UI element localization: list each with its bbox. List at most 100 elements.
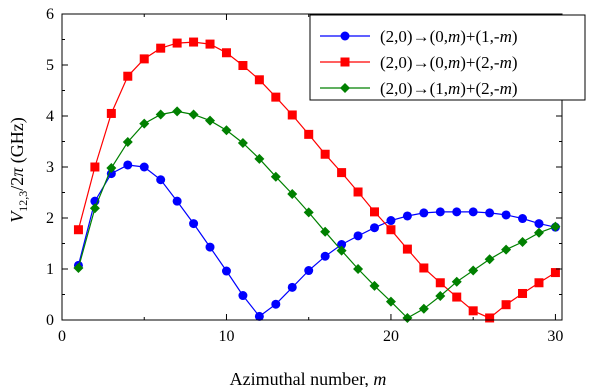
series-3-point-17: [336, 245, 347, 256]
y-tick-label-3: 3: [46, 159, 54, 176]
series-1-point-15: [304, 266, 314, 276]
tick-labels: 0 10 20 30 0 1 2 3 4 5 6: [46, 6, 563, 345]
series-2-point-10: [221, 48, 231, 58]
series-2-point-1: [73, 225, 83, 235]
series-2-point-8: [189, 37, 199, 47]
series-1-point-12: [254, 311, 264, 321]
series-3-point-9: [205, 115, 216, 126]
series-layer: [73, 37, 561, 323]
series-1-line: [77, 164, 556, 318]
series-2-point-25: [468, 306, 478, 316]
series-3-point-18: [353, 264, 364, 274]
series-3: [73, 106, 561, 323]
x-tick-label-20: 20: [383, 328, 399, 345]
series-3-point-4: [122, 137, 133, 148]
legend-label-series-2: (2,0)→(0,m)+(2,-m): [380, 53, 518, 72]
series-1-point-27: [501, 210, 511, 220]
series-2-point-19: [370, 207, 379, 217]
series-2: [73, 37, 560, 323]
series-3-point-23: [435, 291, 446, 302]
y-axis-label: V12,3/2π (GHz): [7, 117, 30, 223]
series-2-point-24: [452, 292, 462, 302]
series-1-point-18: [353, 231, 363, 241]
legend-entry-series-2: (2,0)→(0,m)+(2,-m): [320, 53, 518, 72]
series-1-point-24: [452, 207, 462, 217]
series-3-point-26: [484, 254, 495, 265]
series-1: [73, 160, 560, 321]
series-3-point-7: [172, 106, 183, 117]
series-3-point-25: [468, 265, 479, 276]
legend-label-series-3: (2,0)→(1,m)+(2,-m): [380, 79, 518, 98]
series-3-point-1: [73, 262, 84, 273]
series-3-point-28: [517, 236, 528, 247]
series-3-point-10: [221, 125, 232, 136]
series-1-point-9: [205, 242, 215, 252]
legend: (2,0)→(0,m)+(1,-m) (2,0)→(0,m)+(2,-m) (2…: [309, 14, 586, 101]
x-tick-label-30: 30: [547, 328, 563, 345]
legend-label-series-1: (2,0)→(0,m)+(1,-m): [380, 27, 518, 46]
series-2-point-6: [156, 43, 166, 53]
series-3-point-15: [303, 207, 314, 218]
series-3-line: [77, 110, 556, 319]
series-2-point-14: [287, 110, 297, 120]
series-2-point-18: [353, 187, 363, 197]
series-2-point-22: [419, 263, 429, 273]
series-3-point-16: [320, 226, 331, 237]
series-1-point-20: [386, 216, 396, 226]
series-1-point-21: [402, 211, 412, 221]
series-1-point-17: [337, 240, 347, 250]
series-2-point-21: [402, 244, 412, 254]
legend-entry-series-3: (2,0)→(1,m)+(2,-m): [320, 79, 518, 98]
series-2-point-30: [550, 268, 560, 278]
series-3-point-8: [188, 109, 199, 120]
series-1-point-10: [221, 266, 231, 276]
series-2-point-9: [205, 39, 215, 49]
legend-entry-series-1: (2,0)→(0,m)+(1,-m): [320, 27, 518, 46]
series-3-point-2: [89, 203, 100, 214]
legend-marker-series-1: [340, 31, 350, 41]
series-2-point-5: [139, 54, 149, 64]
series-2-point-16: [320, 149, 330, 159]
legend-marker-series-2: [340, 57, 350, 67]
y-tick-label-0: 0: [46, 312, 54, 329]
series-2-point-11: [238, 61, 248, 71]
y-tick-label-1: 1: [46, 261, 54, 278]
series-2-point-4: [123, 71, 133, 81]
series-1-point-4: [123, 160, 133, 170]
x-tick-label-10: 10: [218, 328, 234, 345]
series-3-point-27: [501, 244, 512, 255]
series-3-point-5: [139, 118, 150, 129]
series-1-point-14: [287, 282, 297, 292]
series-1-point-26: [485, 208, 495, 218]
series-2-point-12: [254, 75, 264, 85]
series-2-point-7: [172, 38, 182, 48]
legend-box: [309, 14, 586, 101]
series-3-point-22: [418, 303, 429, 314]
x-axis-label: Azimuthal number, m: [230, 369, 387, 387]
y-tick-label-6: 6: [46, 6, 54, 23]
series-3-point-12: [254, 153, 265, 164]
series-1-point-8: [189, 219, 199, 229]
series-1-point-23: [435, 207, 445, 217]
series-2-point-2: [90, 162, 100, 172]
series-1-point-16: [320, 251, 330, 261]
series-3-point-20: [385, 296, 396, 307]
series-3-point-6: [155, 109, 166, 120]
series-1-point-7: [172, 196, 182, 206]
y-tick-label-5: 5: [46, 57, 54, 74]
series-2-point-29: [534, 278, 544, 288]
series-1-point-22: [419, 208, 429, 218]
series-2-point-26: [485, 313, 495, 323]
y-tick-label-2: 2: [46, 210, 54, 227]
series-1-point-25: [468, 207, 478, 217]
series-1-point-13: [271, 299, 281, 309]
series-2-point-15: [304, 129, 314, 139]
series-3-point-30: [550, 221, 561, 232]
y-tick-label-4: 4: [46, 108, 54, 125]
series-2-point-20: [386, 225, 396, 235]
series-2-point-13: [271, 92, 281, 102]
series-2-point-17: [337, 168, 347, 178]
series-1-point-28: [518, 214, 528, 224]
series-3-point-14: [287, 189, 298, 200]
series-3-point-13: [270, 171, 281, 182]
